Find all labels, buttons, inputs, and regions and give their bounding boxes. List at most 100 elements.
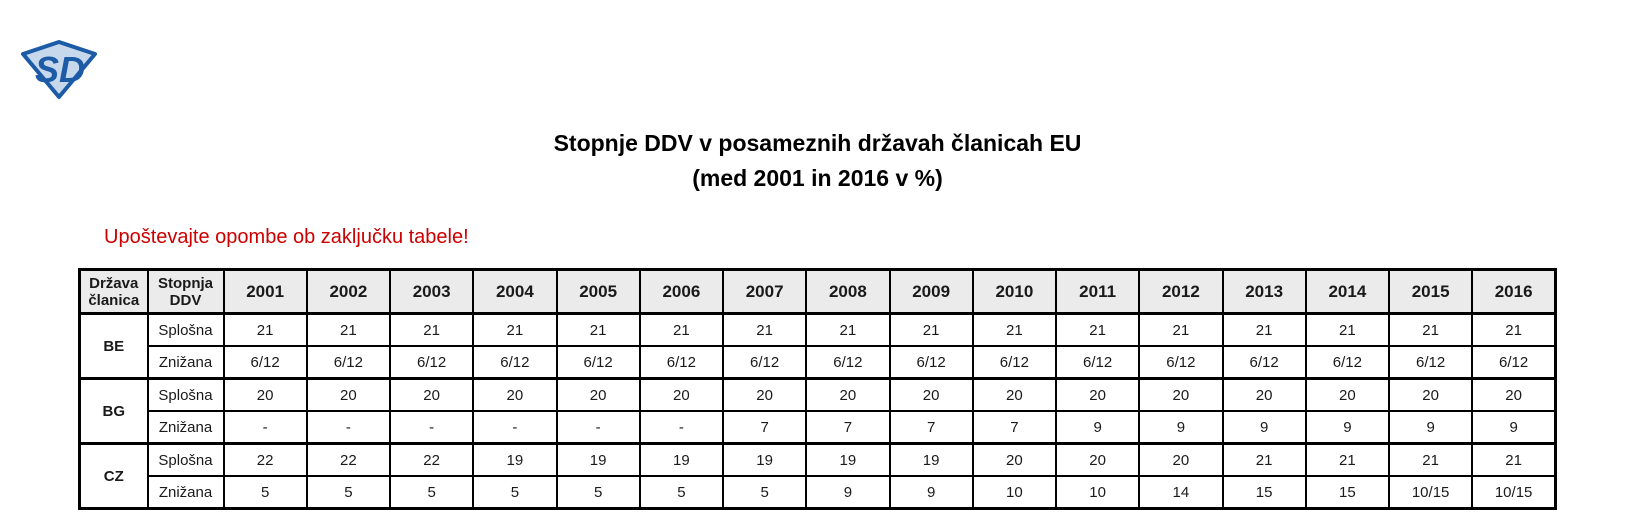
header-year-2010: 2010 xyxy=(971,268,1058,315)
value-be-reduced-2013: 6/12 xyxy=(1221,345,1307,380)
header-vat-rate-type: Stopnja DDV xyxy=(146,268,225,315)
value-bg-reduced-2005: - xyxy=(555,410,641,445)
header-year-2015: 2015 xyxy=(1387,268,1474,315)
value-bg-standard-2006: 20 xyxy=(638,377,725,412)
value-bg-standard-2010: 20 xyxy=(971,377,1058,412)
value-be-standard-2009: 21 xyxy=(888,312,974,347)
value-cz-reduced-2005: 5 xyxy=(555,475,641,510)
value-cz-standard-2014: 21 xyxy=(1304,442,1391,477)
value-cz-reduced-2001: 5 xyxy=(222,475,308,510)
value-bg-reduced-2002: - xyxy=(305,410,392,445)
rate-label-standard: Splošna xyxy=(146,442,225,477)
value-be-standard-2006: 21 xyxy=(638,312,725,347)
value-be-reduced-2016: 6/12 xyxy=(1471,345,1557,380)
table-row-bg-standard: BG Splošna 20 20 20 20 20 20 20 20 20 20 20 20 20 20 20 2… xyxy=(78,377,1557,445)
value-cz-reduced-2004: 5 xyxy=(472,475,558,510)
table-header-row: Država članica Stopnja DDV 2001 2002 2003 200… xyxy=(78,268,1557,315)
value-be-reduced-2001: 6/12 xyxy=(222,345,308,380)
header-year-2005: 2005 xyxy=(555,268,641,315)
header-year-2001: 2001 xyxy=(222,268,308,315)
value-cz-standard-2001: 22 xyxy=(222,442,308,477)
value-bg-standard-2002: 20 xyxy=(305,377,392,412)
value-bg-reduced-2013: 9 xyxy=(1221,410,1307,445)
value-bg-standard-2004: 20 xyxy=(472,377,558,412)
value-bg-standard-2014: 20 xyxy=(1304,377,1391,412)
note-text: Upoštevajte opombe ob zaključku tabele! xyxy=(104,226,469,248)
value-be-standard-2003: 21 xyxy=(388,312,475,347)
rate-label-reduced: Znižana xyxy=(146,475,225,510)
value-cz-reduced-2016: 10/15 xyxy=(1471,475,1557,510)
value-be-reduced-2004: 6/12 xyxy=(472,345,558,380)
header-year-2007: 2007 xyxy=(721,268,808,315)
value-be-reduced-2015: 6/12 xyxy=(1387,345,1474,380)
value-cz-standard-2012: 20 xyxy=(1138,442,1224,477)
title-line-2: (med 2001 in 2016 v %) xyxy=(692,165,943,191)
value-bg-reduced-2004: - xyxy=(472,410,558,445)
country-code-be: BE xyxy=(78,312,149,380)
value-bg-reduced-2015: 9 xyxy=(1387,410,1474,445)
value-cz-standard-2004: 19 xyxy=(472,442,558,477)
value-be-standard-2007: 21 xyxy=(721,312,808,347)
value-bg-standard-2003: 20 xyxy=(388,377,475,412)
value-bg-standard-2012: 20 xyxy=(1138,377,1224,412)
value-be-standard-2014: 21 xyxy=(1304,312,1391,347)
value-bg-reduced-2016: 9 xyxy=(1471,410,1557,445)
value-cz-reduced-2007: 5 xyxy=(721,475,808,510)
value-cz-standard-2009: 19 xyxy=(888,442,974,477)
value-bg-standard-2009: 20 xyxy=(888,377,974,412)
header-country-member: Država članica xyxy=(78,268,149,315)
value-cz-reduced-2011: 10 xyxy=(1054,475,1141,510)
value-cz-reduced-2002: 5 xyxy=(305,475,392,510)
value-be-standard-2016: 21 xyxy=(1471,312,1557,347)
value-cz-reduced-2006: 5 xyxy=(638,475,725,510)
rate-label-standard: Splošna xyxy=(146,312,225,347)
value-bg-reduced-2007: 7 xyxy=(721,410,808,445)
value-be-standard-2015: 21 xyxy=(1387,312,1474,347)
rate-label-standard: Splošna xyxy=(146,377,225,412)
value-bg-standard-2008: 20 xyxy=(805,377,891,412)
value-be-standard-2012: 21 xyxy=(1138,312,1224,347)
value-bg-standard-2007: 20 xyxy=(721,377,808,412)
header-year-2014: 2014 xyxy=(1304,268,1391,315)
table-body: BE Splošna 21 21 21 21 21 21 21 21 21 21 21 21 21 21 21 2… xyxy=(78,312,1557,510)
header-year-2013: 2013 xyxy=(1221,268,1307,315)
value-be-standard-2001: 21 xyxy=(222,312,308,347)
value-be-reduced-2006: 6/12 xyxy=(638,345,725,380)
value-cz-reduced-2010: 10 xyxy=(971,475,1058,510)
value-be-standard-2005: 21 xyxy=(555,312,641,347)
value-be-standard-2010: 21 xyxy=(971,312,1058,347)
table-row-be-standard: BE Splošna 21 21 21 21 21 21 21 21 21 21 21 21 21 21 21 2… xyxy=(78,312,1557,380)
rate-label-reduced: Znižana xyxy=(146,345,225,380)
sd-diamond-logo: SD xyxy=(21,40,97,99)
logo-diamond-shape xyxy=(21,40,97,99)
value-bg-reduced-2009: 7 xyxy=(888,410,974,445)
value-cz-standard-2005: 19 xyxy=(555,442,641,477)
value-cz-standard-2006: 19 xyxy=(638,442,725,477)
table-row-be-reduced: Znižana 6/12 6/12 6/12 6/12 6/12 6/12 6/12 6/12 6… xyxy=(80,345,1557,380)
header-year-2006: 2006 xyxy=(638,268,725,315)
value-cz-standard-2008: 19 xyxy=(805,442,891,477)
value-cz-standard-2003: 22 xyxy=(388,442,475,477)
header-year-2002: 2002 xyxy=(305,268,392,315)
vat-rates-table: Država članica Stopnja DDV 2001 2002 2003 200… xyxy=(78,268,1557,510)
value-cz-reduced-2012: 14 xyxy=(1138,475,1224,510)
value-be-standard-2002: 21 xyxy=(305,312,392,347)
value-bg-reduced-2001: - xyxy=(222,410,308,445)
value-be-standard-2011: 21 xyxy=(1054,312,1141,347)
value-cz-standard-2015: 21 xyxy=(1387,442,1474,477)
table-row-bg-reduced: Znižana - - - - - -7 7 7 7 9 9 9 9 9 9 xyxy=(80,410,1557,445)
table-header: Država članica Stopnja DDV 2001 2002 2003 200… xyxy=(78,268,1557,315)
table-row-cz-standard: CZ Splošna 22 22 22 19 19 19 19 19 19 20 20 20 21 21 21 2… xyxy=(78,442,1557,510)
title-line-1: Stopnje DDV v posameznih državah članica… xyxy=(553,130,1082,156)
country-code-bg: BG xyxy=(78,377,149,445)
country-code-cz: CZ xyxy=(78,442,149,510)
value-be-standard-2008: 21 xyxy=(805,312,891,347)
value-bg-standard-2011: 20 xyxy=(1054,377,1141,412)
value-be-reduced-2010: 6/12 xyxy=(971,345,1058,380)
value-cz-reduced-2003: 5 xyxy=(388,475,475,510)
value-cz-reduced-2014: 15 xyxy=(1304,475,1391,510)
header-year-2009: 2009 xyxy=(888,268,974,315)
value-bg-standard-2013: 20 xyxy=(1221,377,1307,412)
value-be-standard-2013: 21 xyxy=(1221,312,1307,347)
header-year-2004: 2004 xyxy=(472,268,558,315)
